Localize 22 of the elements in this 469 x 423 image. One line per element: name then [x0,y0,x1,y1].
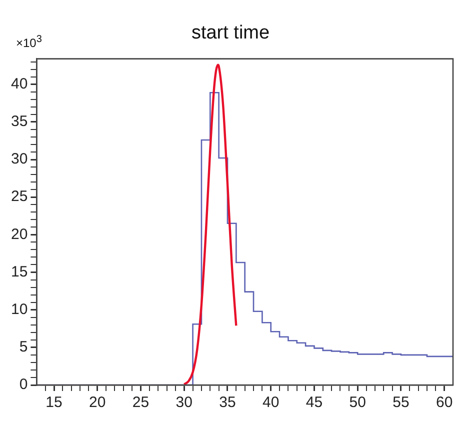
x-tick-label: 20 [89,394,106,412]
x-tick-label: 30 [176,394,192,412]
y-tick-label: 40 [10,75,28,92]
chart-title: start time [191,22,270,44]
y-tick-label: 5 [19,338,28,356]
x-tick-label: 50 [349,394,366,412]
text: ×10$^{3}$ [16,34,42,50]
y-tick-label: 20 [10,226,28,243]
y-tick-label: 0 [19,376,28,394]
x-tick-label: 45 [306,394,323,412]
line-series [183,64,238,385]
y-tick-label: 10 [10,300,28,318]
x-tick-label: 15 [46,394,62,412]
x-tick-label: 60 [436,394,453,412]
x-tick-label: 40 [262,394,280,412]
y-tick-label: 30 [10,150,28,168]
x-tick-label: 35 [219,394,236,412]
y-tick-label: 35 [10,113,28,130]
x-tick-label: 25 [132,394,150,412]
y-tick-label: 15 [10,263,28,280]
x-tick-label: 55 [392,394,410,412]
y-tick-label: 25 [10,188,28,206]
